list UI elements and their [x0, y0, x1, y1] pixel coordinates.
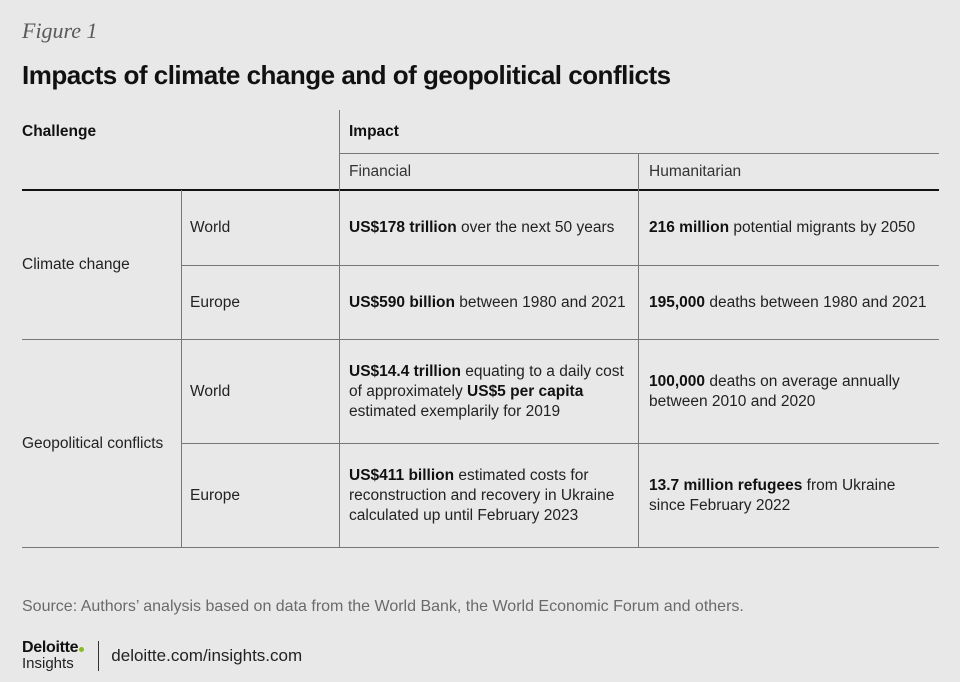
financial-text: between 1980 and 2021 — [454, 294, 626, 311]
financial-value: US$178 trillion — [349, 219, 457, 236]
header-humanitarian: Humanitarian — [649, 163, 742, 180]
rule-group-divider — [22, 339, 939, 340]
impacts-table: Challenge Impact Financial Humanitarian … — [22, 110, 939, 550]
humanitarian-impact-cell: 216 million potential migrants by 2050 — [649, 190, 934, 266]
footer: Deloitte Insights deloitte.com/insights.… — [22, 640, 302, 672]
col-divider-humanitarian — [638, 153, 639, 548]
challenge-climate-change: Climate change — [22, 256, 130, 273]
region-cell: World — [190, 383, 231, 400]
header-financial: Financial — [349, 163, 412, 180]
figure-label: Figure 1 — [22, 18, 98, 43]
rule-impact-divider — [339, 153, 939, 154]
financial-text-secondary: estimated exemplarily for 2019 — [349, 403, 561, 420]
financial-value-secondary: US$5 per capita — [467, 383, 584, 400]
humanitarian-value: 195,000 — [649, 294, 706, 311]
financial-value: US$14.4 trillion — [349, 363, 461, 380]
humanitarian-value: 216 million — [649, 219, 730, 236]
financial-impact-cell: US$178 trillion over the next 50 years — [349, 190, 631, 266]
header-impact: Impact — [349, 123, 399, 140]
humanitarian-impact-cell: 195,000 deaths between 1980 and 2021 — [649, 266, 934, 340]
rule-header-bottom — [22, 189, 939, 191]
financial-text: estimated costs for reconstruction and r… — [349, 467, 615, 524]
footer-url-link[interactable]: deloitte.com/insights.com — [111, 646, 303, 665]
financial-impact-cell: US$14.4 trillion equating to a daily cos… — [349, 340, 631, 444]
financial-value: US$590 billion — [349, 294, 455, 311]
header-challenge: Challenge — [22, 123, 97, 140]
humanitarian-value: 13.7 million refugees — [649, 477, 803, 494]
source-note: Source: Authors’ analysis based on data … — [22, 598, 744, 615]
brand-subname: Insights — [22, 655, 74, 672]
humanitarian-value: 100,000 — [649, 373, 706, 390]
region-cell: Europe — [190, 294, 240, 311]
rule-row-3 — [181, 443, 939, 444]
col-divider-impact — [339, 110, 340, 548]
figure-title: Impacts of climate change and of geopoli… — [22, 60, 671, 90]
financial-impact-cell: US$590 billion between 1980 and 2021 — [349, 266, 631, 340]
financial-text: equating to a daily cost of approximatel… — [349, 363, 624, 400]
brand-dot-icon — [79, 647, 85, 652]
humanitarian-impact-cell: 13.7 million refugees from Ukraine since… — [649, 444, 934, 548]
col-divider-region — [181, 190, 182, 548]
region-cell: World — [190, 219, 231, 236]
humanitarian-text: deaths between 1980 and 2021 — [705, 294, 927, 311]
financial-value: US$411 billion — [349, 467, 455, 484]
region-cell: Europe — [190, 487, 240, 504]
rule-row-1 — [181, 265, 939, 266]
rule-table-bottom — [22, 547, 939, 548]
financial-text: over the next 50 years — [456, 219, 615, 236]
financial-impact-cell: US$411 billion estimated costs for recon… — [349, 444, 631, 548]
humanitarian-impact-cell: 100,000 deaths on average annually betwe… — [649, 340, 934, 444]
deloitte-insights-logo: Deloitte Insights — [22, 639, 85, 672]
challenge-geopolitical-conflicts: Geopolitical conflicts — [22, 435, 164, 452]
humanitarian-text: potential migrants by 2050 — [729, 219, 916, 236]
footer-divider — [98, 641, 100, 671]
brand-name: Deloitte — [22, 639, 79, 656]
humanitarian-text: deaths on average annually between 2010 … — [649, 373, 900, 410]
humanitarian-text: from Ukraine since February 2022 — [649, 477, 896, 514]
